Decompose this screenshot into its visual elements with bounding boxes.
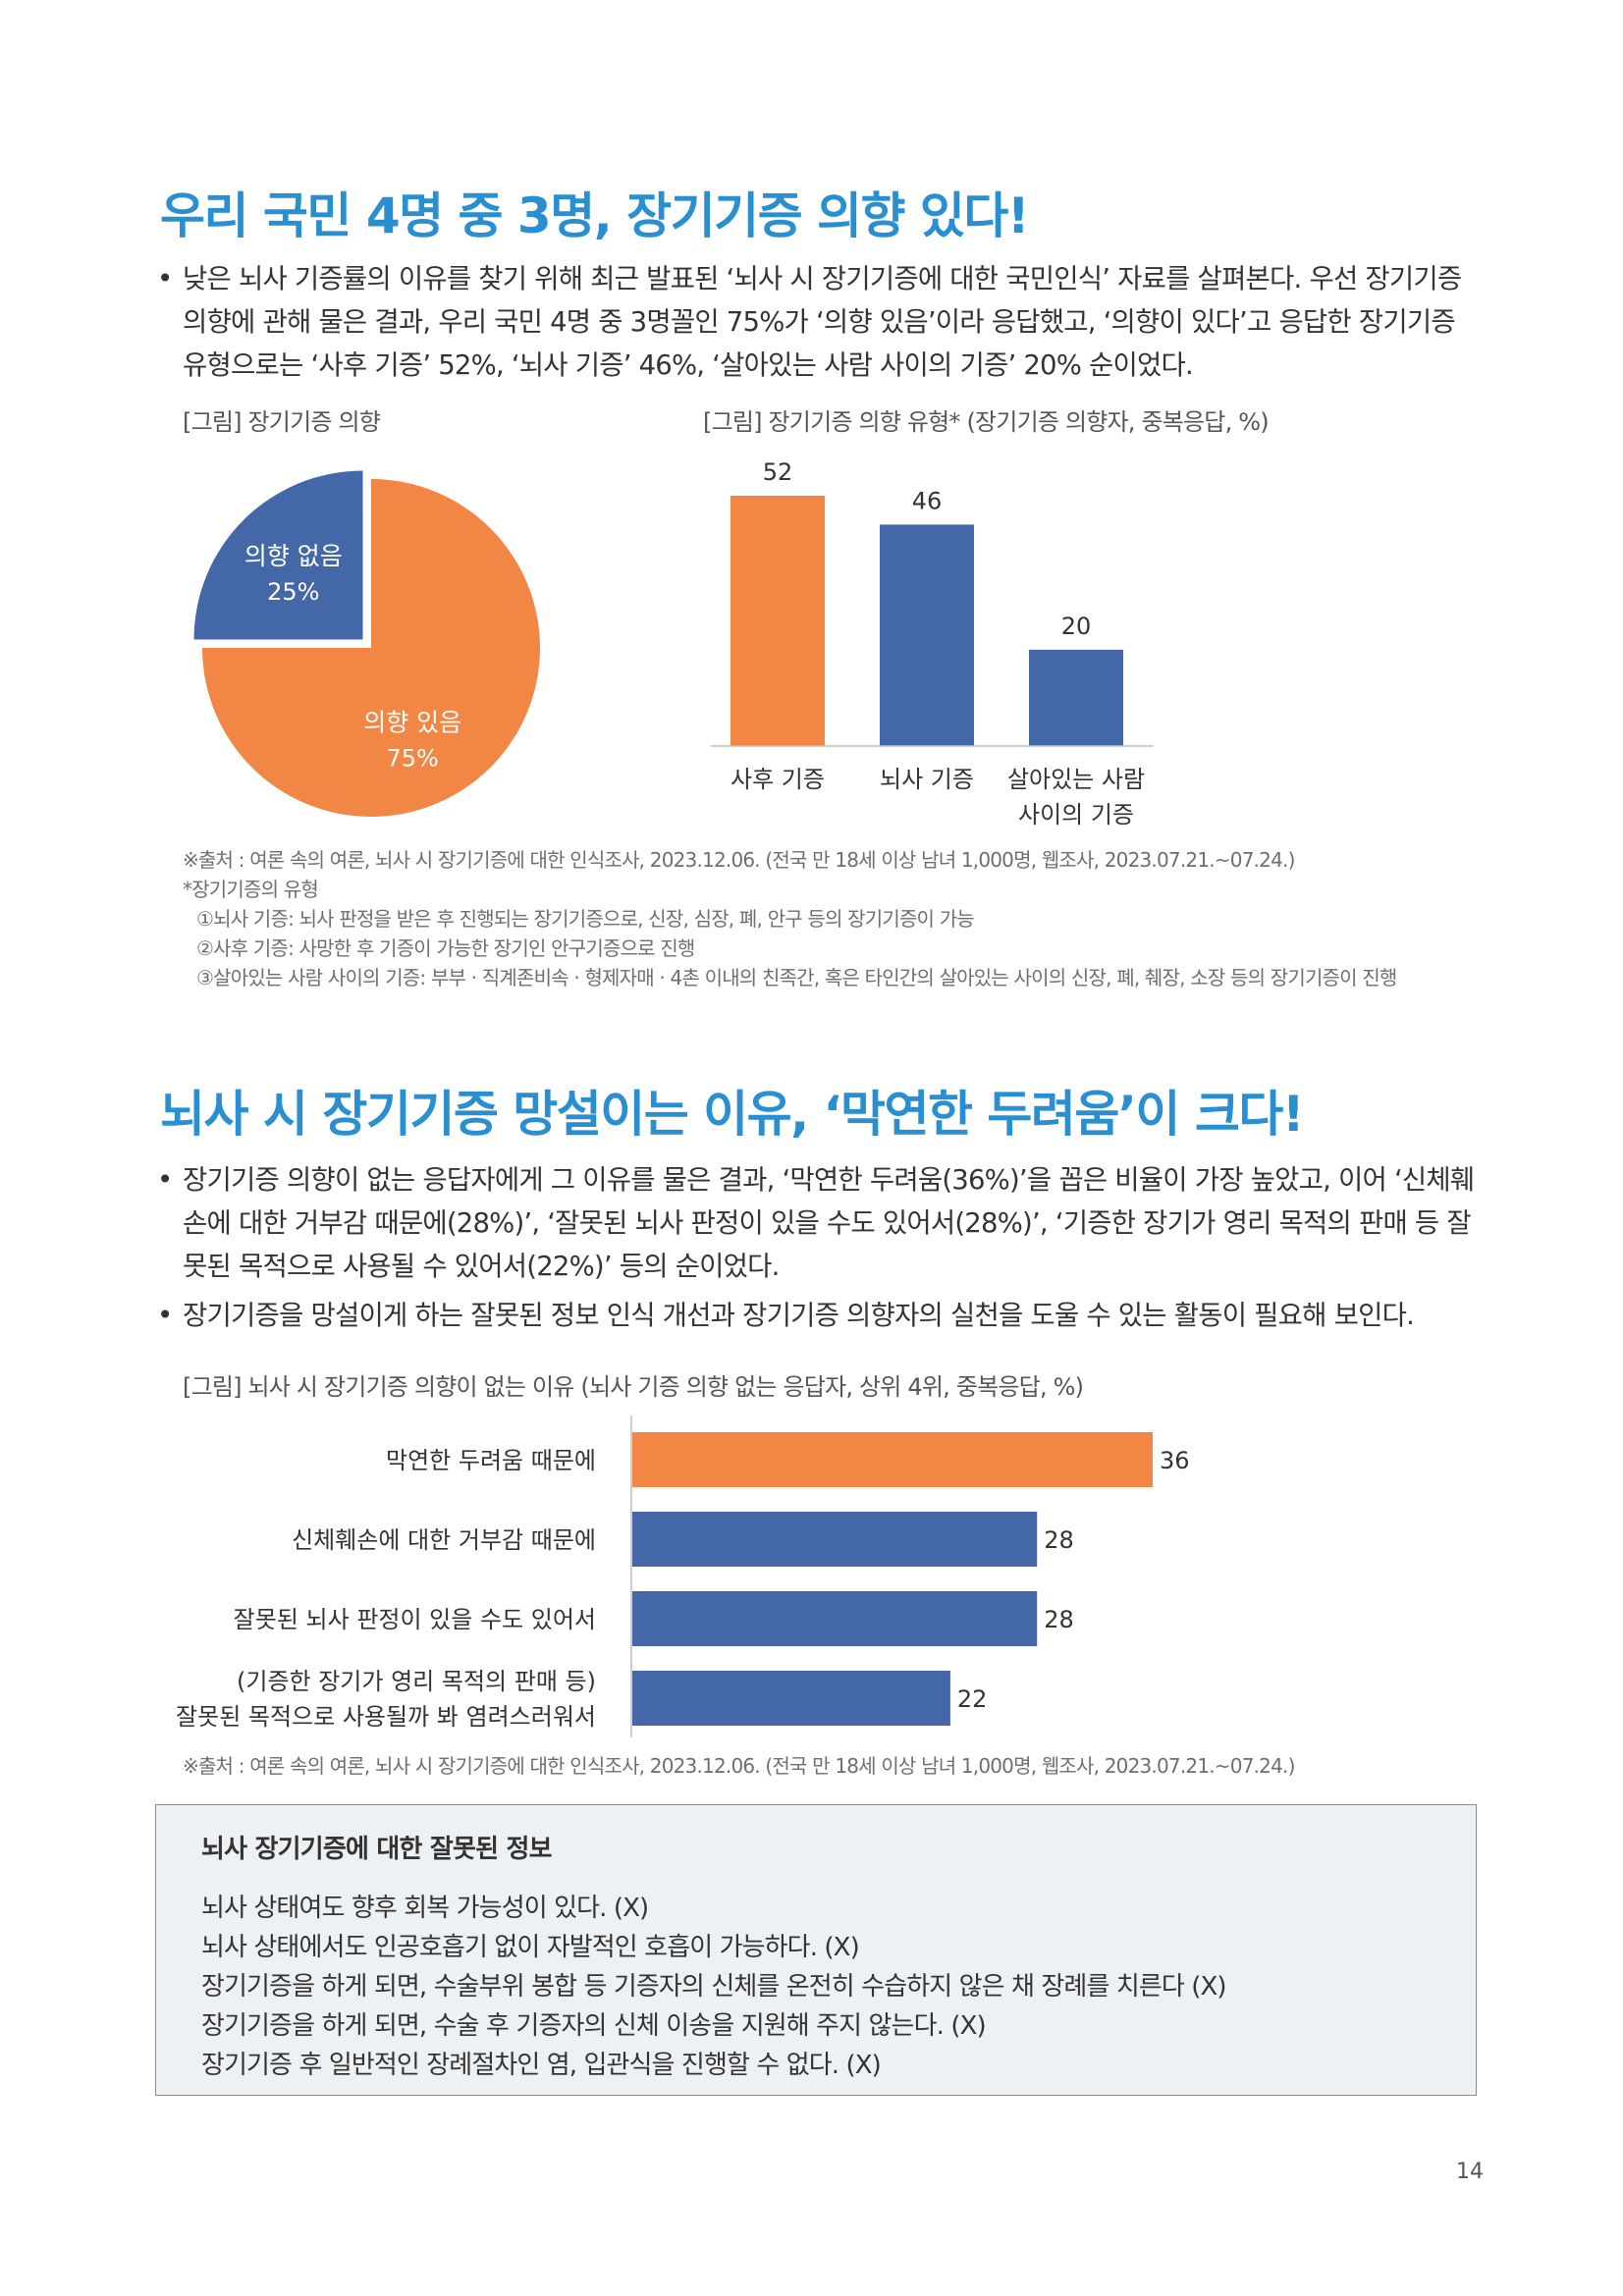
section2-bullet-text: 장기기증을 망설이게 하는 잘못된 정보 인식 개선과 장기기증 의향자의 실천… [183, 1300, 1415, 1331]
note-item: ③살아있는 사람 사이의 기증: 부부 · 직계존비속 · 형제자매 · 4촌 … [196, 966, 1397, 989]
infobox-item: 장기기증을 하게 되면, 수술 후 기증자의 신체 이송을 지원해 주지 않는다… [201, 2011, 987, 2041]
section2-bullet: • 장기기증 의향이 없는 응답자에게 그 이유를 물은 결과, ‘막연한 두려… [157, 1158, 1483, 1288]
bar-category-label: 살아있는 사람 [1007, 766, 1145, 793]
hbar-category-label: 막연한 두려움 때문에 [386, 1447, 596, 1474]
pie-slice [202, 479, 540, 817]
pie-label: 의향 있음 [363, 709, 461, 737]
hbar [632, 1591, 1038, 1646]
pie-caption: [그림] 장기기증 의향 [183, 408, 381, 436]
hbar-value-label: 22 [957, 1685, 988, 1713]
hbar-value-label: 28 [1044, 1526, 1074, 1554]
section2-heading: 뇌사 시 장기기증 망설이는 이유, ‘막연한 두려움’이 크다! [160, 1086, 1305, 1143]
bar-value-label: 52 [763, 458, 793, 486]
bar-category-label: 사이의 기증 [1018, 801, 1134, 828]
bar-category-label: 뇌사 기증 [880, 766, 974, 793]
infobox-item: 장기기증 후 일반적인 장례절차인 염, 입관식을 진행할 수 없다. (X) [201, 2051, 882, 2080]
page-number: 14 [1456, 2160, 1484, 2184]
hbar [632, 1432, 1153, 1487]
bar [730, 496, 825, 746]
bar [1029, 649, 1123, 746]
misinformation-box: 뇌사 장기기증에 대한 잘못된 정보 뇌사 상태여도 향후 회복 가능성이 있다… [155, 1804, 1477, 2096]
hbar-caption: [그림] 뇌사 시 장기기증 의향이 없는 이유 (뇌사 기증 의향 없는 응답… [183, 1373, 1084, 1401]
bar-value-label: 20 [1061, 613, 1092, 640]
hbar-value-label: 28 [1044, 1606, 1074, 1633]
hbar [632, 1671, 950, 1726]
hbar-chart: 36 막연한 두려움 때문에 28 신체훼손에 대한 거부감 때문에 28 잘못된 뇌사 … [176, 1415, 1190, 1737]
note-item: ①뇌사 기증: 뇌사 판정을 받은 후 진행되는 장기기증으로, 신장, 심장,… [196, 907, 975, 931]
section2-source: ※출처 : 여론 속의 여론, 뇌사 시 장기기증에 대한 인식조사, 2023… [183, 1754, 1295, 1778]
notes-title: *장기기증의 유형 [183, 878, 319, 901]
hbar-category-label: 잘못된 목적으로 사용될까 봐 염려스러워서 [176, 1703, 596, 1731]
hbar-category-label: 잘못된 뇌사 판정이 있을 수도 있어서 [234, 1606, 596, 1633]
bullet-dot: • [157, 1164, 173, 1196]
pie-slice [193, 470, 363, 640]
section2-bullet: • 장기기증을 망설이게 하는 잘못된 정보 인식 개선과 장기기증 의향자의 … [157, 1294, 1483, 1337]
section2-bullet-text: 장기기증 의향이 없는 응답자에게 그 이유를 물은 결과, ‘막연한 두려움(… [183, 1164, 1475, 1282]
pie-value-label: 25% [267, 578, 319, 606]
infobox-item: 뇌사 상태여도 향후 회복 가능성이 있다. (X) [201, 1894, 649, 1923]
pie-label: 의향 없음 [244, 542, 343, 570]
infobox-item: 뇌사 상태에서도 인공호흡기 없이 자발적인 호흡이 가능하다. (X) [201, 1933, 860, 1962]
note-item: ②사후 기증: 사망한 후 기증이 가능한 장기인 안구기증으로 진행 [196, 936, 695, 960]
infobox-item: 장기기증을 하게 되면, 수술부위 봉합 등 기증자의 신체를 온전히 수습하지… [201, 1972, 1227, 2002]
bar-category-label: 사후 기증 [730, 766, 825, 793]
section1-bullet: • 낮은 뇌사 기증률의 이유를 찾기 위해 최근 발표된 ‘뇌사 시 장기기증… [157, 257, 1483, 387]
bar-caption: [그림] 장기기증 의향 유형* (장기기증 의향자, 중복응답, %) [703, 408, 1270, 436]
pie-value-label: 75% [387, 745, 439, 773]
bar [880, 524, 974, 746]
section1-source: ※출처 : 여론 속의 여론, 뇌사 시 장기기증에 대한 인식조사, 2023… [183, 848, 1295, 872]
hbar [632, 1512, 1038, 1567]
section1-heading: 우리 국민 4명 중 3명, 장기기증 의향 있다! [160, 187, 1030, 244]
bullet-dot: • [157, 1300, 173, 1331]
bullet-dot: • [157, 263, 173, 294]
infobox-title: 뇌사 장기기증에 대한 잘못된 정보 [201, 1835, 553, 1864]
hbar-category-label: 신체훼손에 대한 거부감 때문에 [292, 1526, 596, 1554]
section1-bullet-text: 낮은 뇌사 기증률의 이유를 찾기 위해 최근 발표된 ‘뇌사 시 장기기증에 … [183, 263, 1462, 381]
pie-chart: 의향 있음 75% 의향 없음 25% [193, 470, 540, 817]
hbar-category-label: (기증한 장기가 영리 목적의 판매 등) [237, 1668, 596, 1695]
bar-value-label: 46 [912, 487, 943, 514]
hbar-value-label: 36 [1160, 1447, 1190, 1474]
